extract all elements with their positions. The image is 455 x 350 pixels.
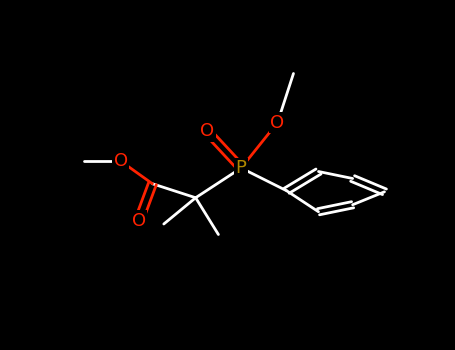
Text: P: P: [236, 159, 247, 177]
Text: O: O: [270, 113, 285, 132]
Text: O: O: [131, 211, 146, 230]
Text: O: O: [200, 122, 214, 140]
Text: O: O: [113, 152, 128, 170]
